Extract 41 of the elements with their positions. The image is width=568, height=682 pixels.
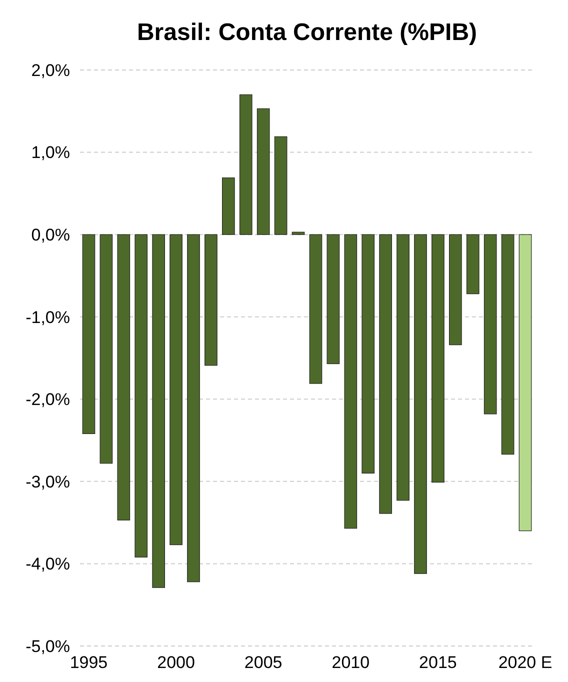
- y-tick-label: -1,0%: [26, 308, 70, 327]
- bar: [204, 234, 218, 366]
- bar: [170, 234, 182, 546]
- bar: [466, 234, 480, 294]
- y-tick-label: 1,0%: [31, 143, 70, 162]
- x-tick-label: 1995: [70, 653, 108, 672]
- bar: [362, 234, 375, 474]
- bar: [239, 94, 252, 235]
- bar: [274, 136, 288, 235]
- bar: [432, 234, 444, 483]
- bar: [292, 232, 305, 235]
- bar: [484, 234, 497, 414]
- bar: [117, 234, 130, 520]
- y-tick-label: -3,0%: [26, 472, 70, 492]
- bar: [344, 234, 358, 529]
- bar: [152, 234, 165, 588]
- bar: [449, 234, 462, 346]
- bar: [379, 234, 392, 514]
- bar: [222, 177, 235, 235]
- x-tick-label: 2020 E: [498, 653, 552, 672]
- x-tick-label: 2010: [332, 653, 370, 672]
- x-tick-label: 2015: [419, 653, 457, 672]
- bar: [396, 234, 410, 501]
- bar: [414, 234, 427, 574]
- x-tick-label: 2005: [244, 653, 282, 672]
- chart-title: Brasil: Conta Corrente (%PIB): [136, 19, 478, 46]
- y-tick-label: -2,0%: [26, 390, 70, 410]
- y-tick-label: 2,0%: [31, 60, 70, 80]
- bar: [256, 108, 270, 235]
- bar: [326, 234, 340, 364]
- y-tick-label: -5,0%: [26, 636, 70, 656]
- bar: [187, 234, 200, 582]
- bar: [309, 234, 322, 384]
- bar: [100, 234, 113, 464]
- y-tick-label: 0,0%: [31, 226, 70, 245]
- bar: [518, 234, 532, 532]
- bar: [134, 234, 148, 558]
- y-tick-label: -4,0%: [26, 554, 70, 574]
- x-tick-label: 2000: [157, 653, 195, 672]
- bar: [501, 234, 514, 455]
- bar: [82, 234, 96, 434]
